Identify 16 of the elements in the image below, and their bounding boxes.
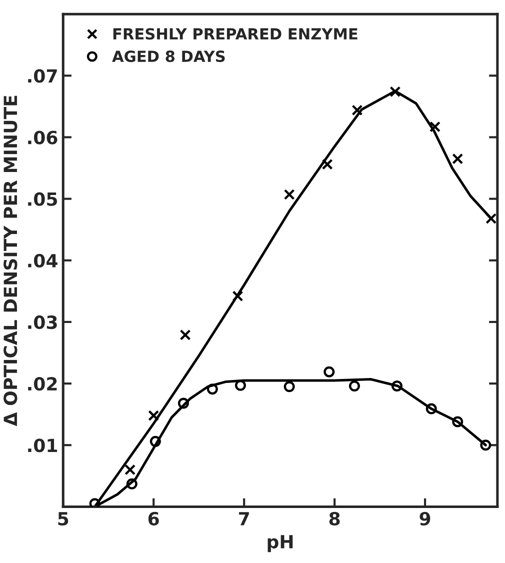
y-tick-label: .04 — [28, 254, 58, 268]
x-tick-label: 6 — [148, 512, 159, 526]
y-tick-label: .03 — [28, 315, 57, 330]
y-tick-label: .05 — [28, 192, 58, 206]
x-tick-label: 8 — [329, 512, 340, 526]
y-tick-label: .02 — [28, 377, 57, 391]
y-tick-label: .06 — [28, 130, 58, 144]
y-tick-label: .07 — [28, 69, 57, 83]
y-axis-title: Δ OPTICAL DENSITY PER MINUTE — [4, 96, 18, 426]
x-tick-label: 5 — [58, 512, 68, 526]
x-axis-title: pH — [268, 535, 293, 552]
x-tick-label: 9 — [420, 512, 430, 526]
legend-label: FRESHLY PREPARED ENZYME — [113, 28, 358, 40]
x-tick-label: 7 — [239, 512, 249, 526]
y-tick-label: .01 — [28, 438, 58, 452]
legend-label: AGED 8 DAYS — [112, 50, 225, 62]
